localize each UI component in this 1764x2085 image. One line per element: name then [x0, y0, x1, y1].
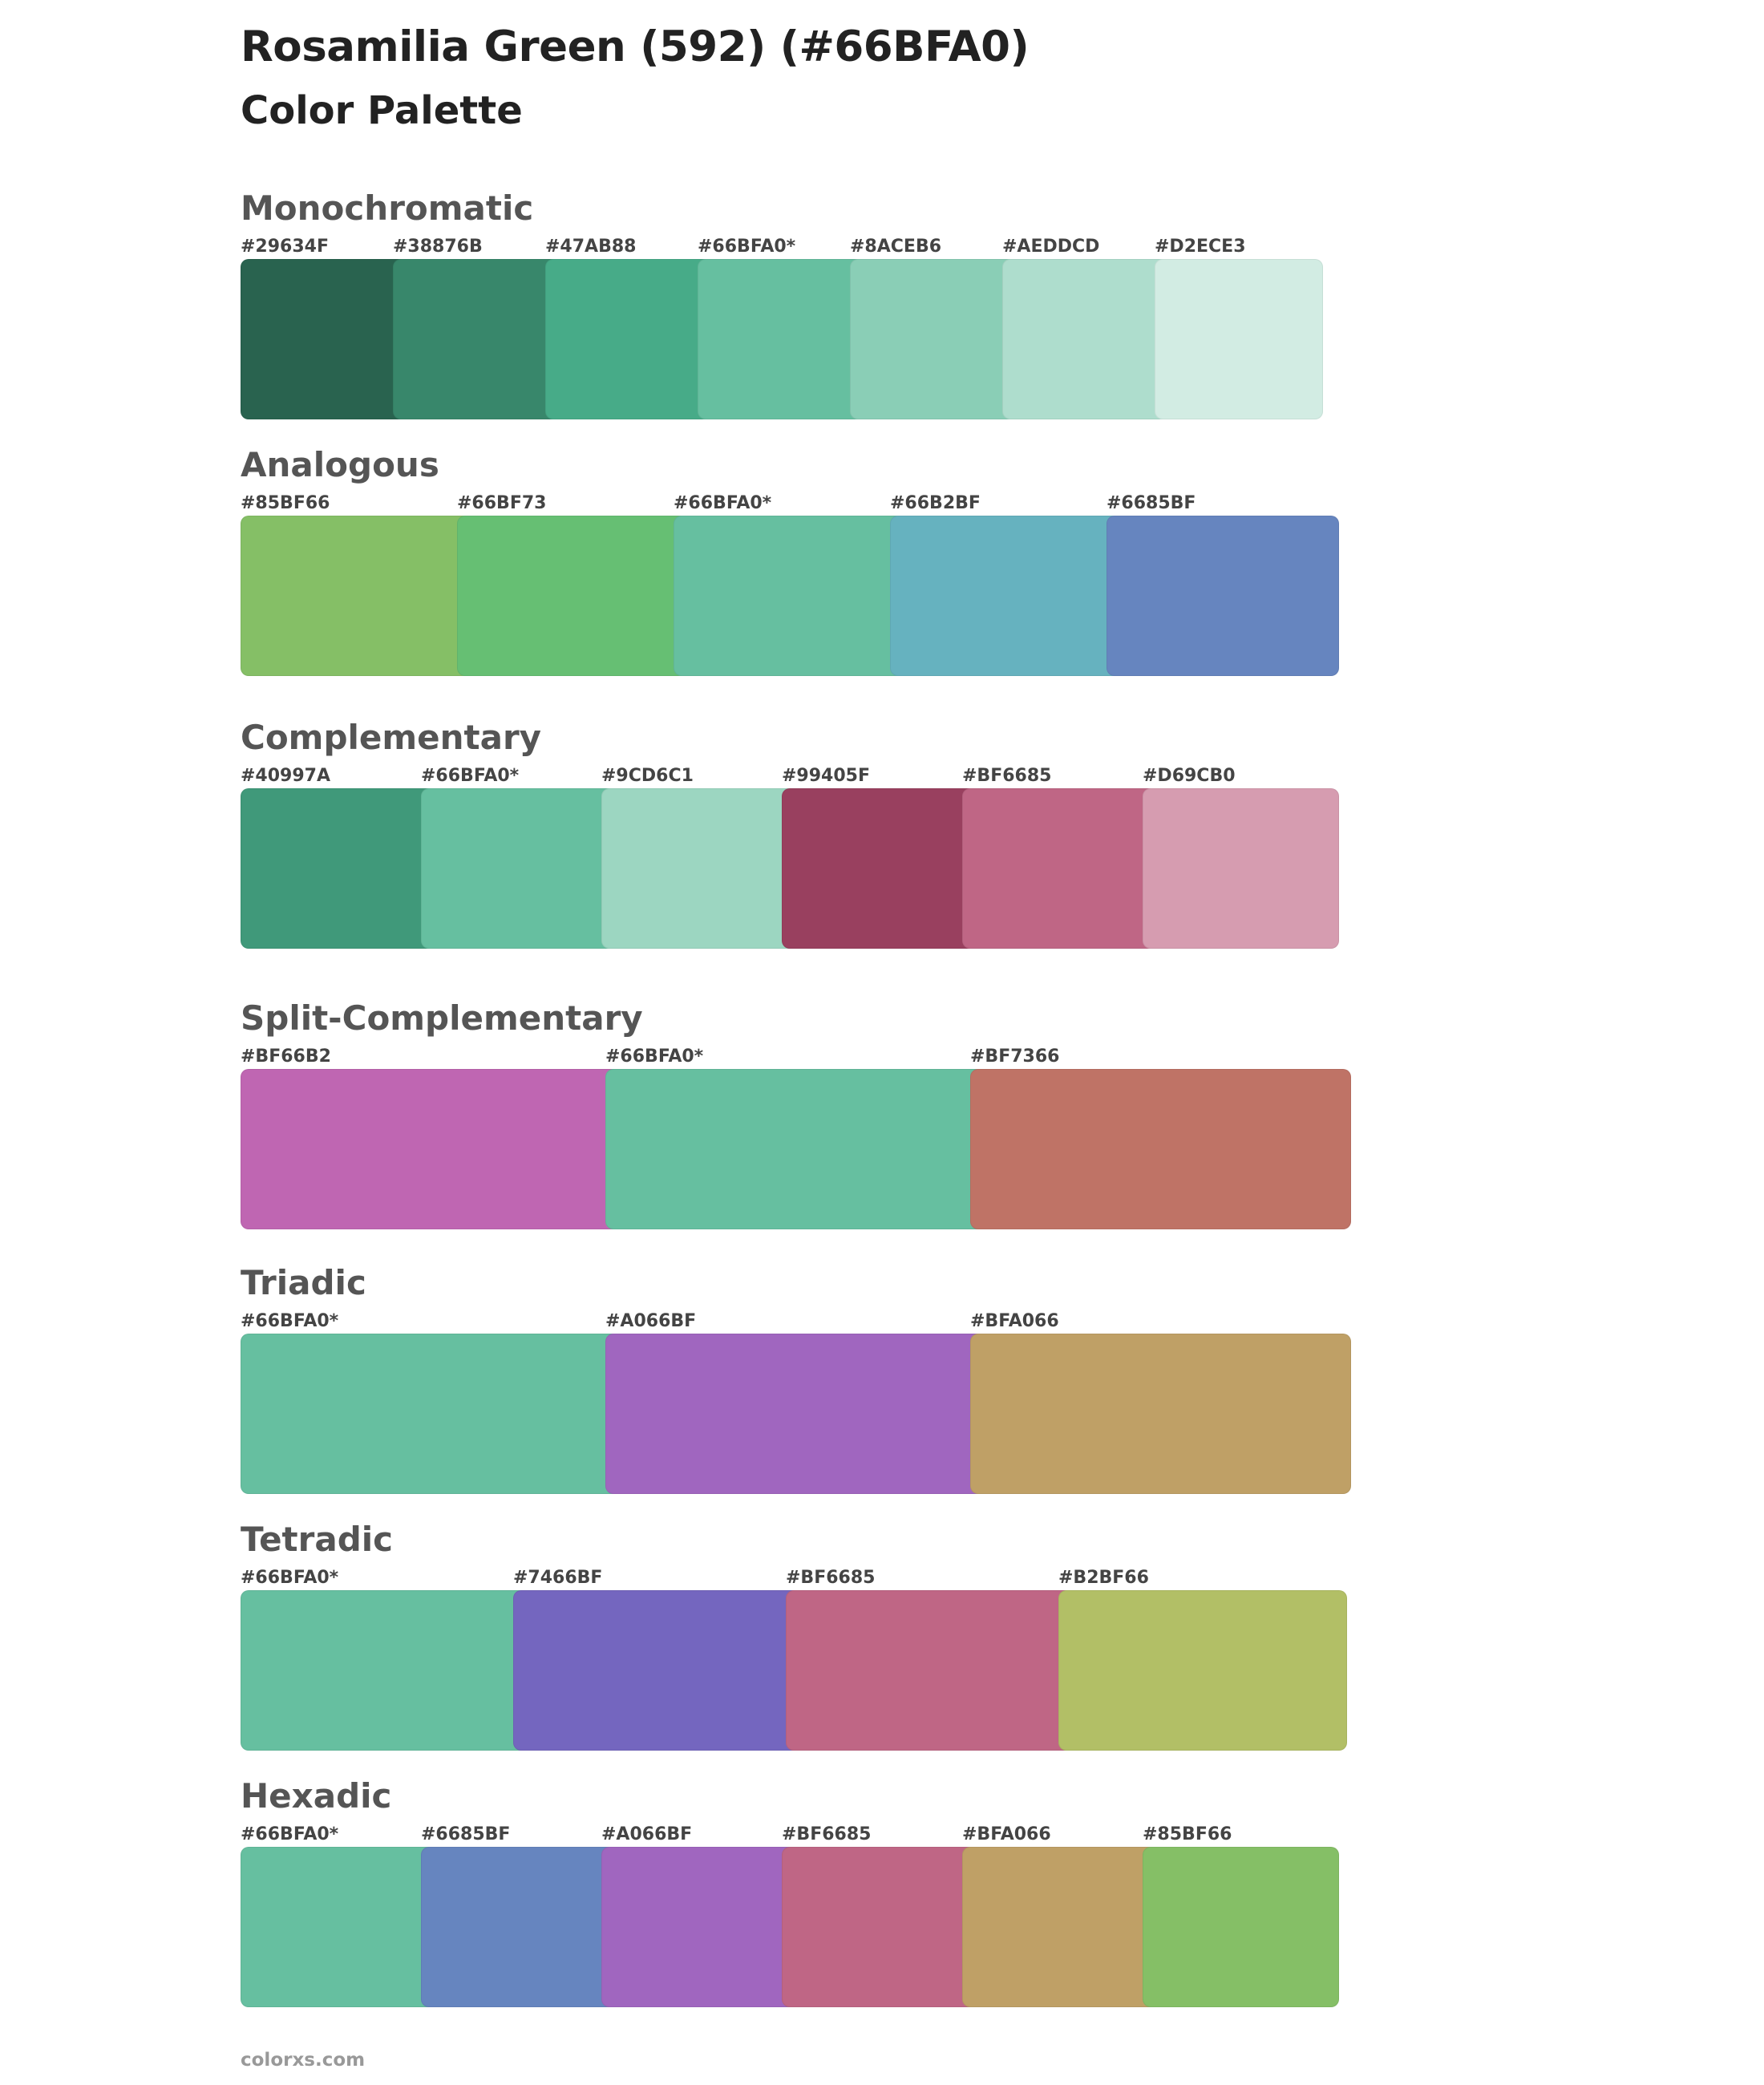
page-subtitle: Color Palette: [241, 88, 523, 133]
color-swatch[interactable]: [1143, 1847, 1339, 2007]
color-swatch[interactable]: [962, 1847, 1159, 2007]
color-swatch[interactable]: [241, 1847, 437, 2007]
hex-label: #BF6685: [786, 1568, 876, 1588]
color-swatch[interactable]: [674, 516, 906, 676]
color-swatch[interactable]: [241, 788, 437, 949]
color-swatch[interactable]: [786, 1590, 1074, 1751]
color-swatch[interactable]: [421, 788, 617, 949]
color-swatch[interactable]: [1155, 259, 1323, 419]
hex-label: #29634F: [241, 237, 329, 257]
hex-label: #BFA066: [962, 1824, 1051, 1844]
hex-label: #66BFA0*: [698, 237, 796, 257]
color-swatch[interactable]: [850, 259, 1018, 419]
hex-label: #66BFA0*: [421, 766, 520, 786]
color-swatch[interactable]: [1058, 1590, 1347, 1751]
hex-label: #BF6685: [782, 1824, 872, 1844]
hex-label: #BFA066: [970, 1311, 1059, 1331]
color-swatch[interactable]: [601, 1847, 798, 2007]
section-title: Hexadic: [241, 1776, 392, 1816]
color-swatch[interactable]: [241, 1334, 621, 1494]
hex-label: #B2BF66: [1058, 1568, 1149, 1588]
hex-label: #66BFA0*: [241, 1824, 339, 1844]
color-swatch[interactable]: [890, 516, 1123, 676]
color-swatch[interactable]: [241, 516, 473, 676]
hex-label: #9CD6C1: [601, 766, 694, 786]
section-title: Tetradic: [241, 1520, 394, 1559]
hex-label: #66BF73: [457, 493, 547, 513]
hex-label: #66BFA0*: [605, 1047, 704, 1067]
hex-label: #BF6685: [962, 766, 1052, 786]
color-swatch[interactable]: [457, 516, 690, 676]
color-swatch[interactable]: [698, 259, 866, 419]
color-swatch[interactable]: [241, 259, 409, 419]
hex-label: #66BFA0*: [241, 1568, 339, 1588]
hex-label: #40997A: [241, 766, 330, 786]
hex-label: #BF7366: [970, 1047, 1060, 1067]
color-swatch[interactable]: [782, 1847, 978, 2007]
color-swatch[interactable]: [970, 1069, 1351, 1229]
color-swatch[interactable]: [1143, 788, 1339, 949]
section-title: Analogous: [241, 445, 439, 484]
color-swatch[interactable]: [605, 1334, 986, 1494]
palette-page: Rosamilia Green (592) (#66BFA0) Color Pa…: [241, 0, 1363, 2085]
hex-label: #66B2BF: [890, 493, 981, 513]
hex-label: #D2ECE3: [1155, 237, 1246, 257]
hex-label: #99405F: [782, 766, 870, 786]
hex-label: #6685BF: [421, 1824, 511, 1844]
hex-label: #D69CB0: [1143, 766, 1236, 786]
footer-site-name[interactable]: colorxs.com: [241, 2050, 366, 2071]
color-swatch[interactable]: [601, 788, 798, 949]
color-swatch[interactable]: [962, 788, 1159, 949]
hex-label: #85BF66: [241, 493, 330, 513]
color-swatch[interactable]: [393, 259, 561, 419]
hex-label: #BF66B2: [241, 1047, 331, 1067]
hex-label: #38876B: [393, 237, 483, 257]
color-swatch[interactable]: [421, 1847, 617, 2007]
section-title: Monochromatic: [241, 188, 534, 228]
hex-label: #66BFA0*: [241, 1311, 339, 1331]
hex-label: #7466BF: [513, 1568, 603, 1588]
section-title: Split-Complementary: [241, 998, 643, 1038]
color-swatch[interactable]: [545, 259, 714, 419]
color-swatch[interactable]: [605, 1069, 986, 1229]
section-title: Complementary: [241, 718, 542, 757]
hex-label: #47AB88: [545, 237, 637, 257]
hex-label: #AEDDCD: [1002, 237, 1100, 257]
color-swatch[interactable]: [782, 788, 978, 949]
color-swatch[interactable]: [241, 1590, 529, 1751]
hex-label: #6685BF: [1107, 493, 1196, 513]
hex-label: #66BFA0*: [674, 493, 772, 513]
hex-label: #8ACEB6: [850, 237, 942, 257]
hex-label: #A066BF: [605, 1311, 697, 1331]
color-swatch[interactable]: [241, 1069, 621, 1229]
page-title: Rosamilia Green (592) (#66BFA0): [241, 22, 1030, 71]
hex-label: #85BF66: [1143, 1824, 1232, 1844]
color-swatch[interactable]: [1002, 259, 1171, 419]
color-swatch[interactable]: [1107, 516, 1339, 676]
color-swatch[interactable]: [970, 1334, 1351, 1494]
section-title: Triadic: [241, 1263, 366, 1302]
hex-label: #A066BF: [601, 1824, 693, 1844]
color-swatch[interactable]: [513, 1590, 802, 1751]
